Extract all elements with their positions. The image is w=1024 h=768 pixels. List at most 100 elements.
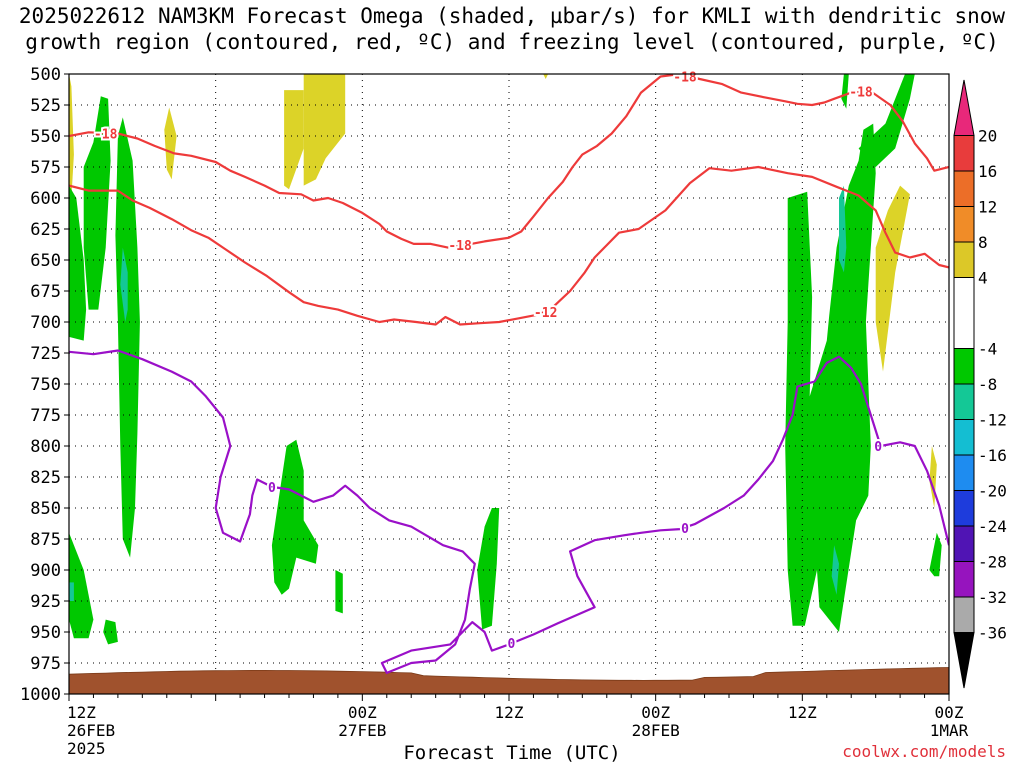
- colorbar-bottom-arrow: [953, 632, 975, 689]
- y-tick-label: 875: [30, 530, 61, 550]
- omega-region: [785, 123, 876, 632]
- colorbar-label: 4: [978, 269, 988, 288]
- omega-region: [303, 74, 346, 186]
- omega-region: [929, 532, 942, 577]
- x-tick-label: 00Z: [348, 703, 377, 722]
- x-tick-label: 00Z: [641, 703, 670, 722]
- x-tick-label: 12Z: [67, 703, 96, 722]
- dgz-contour-line: [69, 165, 949, 326]
- freezing-contour-label: 0: [874, 440, 882, 455]
- y-tick-label: 700: [30, 313, 61, 333]
- y-tick-label: 675: [30, 282, 61, 302]
- y-tick-label: 825: [30, 468, 61, 488]
- freezing-contour-label: 0: [681, 522, 689, 537]
- y-tick-label: 975: [30, 654, 61, 674]
- x-tick-label: 28FEB: [632, 721, 680, 740]
- colorbar-label: -12: [978, 411, 1007, 430]
- chart-title-line-1: 2025022612 NAM3KM Forecast Omega (shaded…: [18, 4, 1006, 28]
- omega-region: [120, 247, 128, 322]
- x-tick-label: 12Z: [788, 703, 817, 722]
- chart-title-line-2: growth region (contoured, red, ºC) and f…: [25, 30, 999, 54]
- colorbar-label: -28: [978, 553, 1007, 572]
- dgz-contour-label: -18: [849, 85, 873, 100]
- colorbar-label: 16: [978, 162, 997, 181]
- colorbar-label: 12: [978, 198, 997, 217]
- site-credit: coolwx.com/models: [842, 742, 1006, 761]
- x-tick-label: 27FEB: [338, 721, 386, 740]
- x-tick-label: 12Z: [495, 703, 524, 722]
- colorbar-bin: [953, 135, 975, 172]
- colorbar: 20 16 12 8 4 -4 -8 -12 -16 -20 -24 -28 -32 -36: [953, 79, 1007, 689]
- freezing-contour-line: [69, 349, 949, 674]
- omega-region: [271, 439, 319, 595]
- y-tick-label: 625: [30, 220, 61, 240]
- ground: [69, 667, 949, 694]
- omega-region: [841, 74, 849, 109]
- dgz-contour-label: -18: [94, 128, 118, 143]
- colorbar-label: 20: [978, 127, 997, 146]
- omega-region: [115, 117, 140, 558]
- y-tick-label: 725: [30, 344, 61, 364]
- colorbar-label: -8: [978, 375, 997, 394]
- y-tick-label: 600: [30, 189, 61, 209]
- y-tick-label: 500: [30, 65, 61, 85]
- colorbar-label: -16: [978, 446, 1007, 465]
- omega-region: [103, 619, 118, 645]
- colorbar-bin: [953, 419, 975, 456]
- dgz-contour-line: [69, 74, 949, 249]
- dgz-contour-label: -18: [448, 239, 472, 254]
- y-tick-label: 750: [30, 375, 61, 395]
- colorbar-label: 8: [978, 233, 988, 252]
- dgz-contour-label: -12: [534, 306, 557, 321]
- y-tick-label: 525: [30, 96, 61, 116]
- grid: [69, 74, 949, 694]
- y-tick-label: 1000: [20, 685, 61, 705]
- y-tick-label: 925: [30, 592, 61, 612]
- colorbar-label: -36: [978, 624, 1007, 643]
- omega-region: [284, 90, 304, 190]
- colorbar-label: -20: [978, 482, 1007, 501]
- colorbar-bin: [953, 348, 975, 385]
- y-tick-label: 575: [30, 158, 61, 178]
- omega-region: [69, 582, 74, 601]
- y-tick-label: 850: [30, 499, 61, 519]
- omega-region: [335, 570, 343, 614]
- x-tick-label: 26FEB: [67, 721, 115, 740]
- colorbar-bin: [953, 383, 975, 420]
- ground-surface: [69, 667, 949, 694]
- y-tick-label: 800: [30, 437, 61, 457]
- freezing-contour-label: 0: [268, 481, 276, 496]
- colorbar-bin: [953, 206, 975, 243]
- colorbar-label: -24: [978, 517, 1007, 536]
- colorbar-bin: [953, 277, 975, 349]
- colorbar-bin: [953, 561, 975, 598]
- omega-region: [543, 74, 549, 79]
- colorbar-top-arrow: [953, 79, 975, 136]
- colorbar-bin: [953, 170, 975, 207]
- omega-region: [69, 532, 94, 639]
- x-axis-label: Forecast Time (UTC): [403, 742, 621, 764]
- axes: 500 525 550 575 600 625 650 675 700 725 750 775 800 8…: [20, 65, 969, 758]
- x-tick-label: 2025: [67, 739, 106, 758]
- omega-region: [858, 74, 915, 167]
- omega-region: [69, 185, 87, 341]
- omega-region: [164, 107, 177, 180]
- y-tick-label: 900: [30, 561, 61, 581]
- contours: [69, 74, 949, 674]
- colorbar-bin: [953, 525, 975, 562]
- dgz-contour-label: -18: [673, 70, 697, 85]
- y-tick-label: 650: [30, 251, 61, 271]
- colorbar-bin: [953, 241, 975, 278]
- x-tick-label: 00Z: [935, 703, 964, 722]
- colorbar-bin: [953, 454, 975, 491]
- omega-region: [831, 545, 839, 595]
- y-tick-label: 950: [30, 623, 61, 643]
- y-tick-label: 550: [30, 127, 61, 147]
- colorbar-label: -4: [978, 340, 997, 359]
- colorbar-label: -32: [978, 588, 1007, 607]
- y-tick-label: 775: [30, 406, 61, 426]
- x-tick-label: 1MAR: [930, 721, 969, 740]
- omega-region: [83, 96, 111, 310]
- freezing-contour-label: 0: [508, 637, 516, 652]
